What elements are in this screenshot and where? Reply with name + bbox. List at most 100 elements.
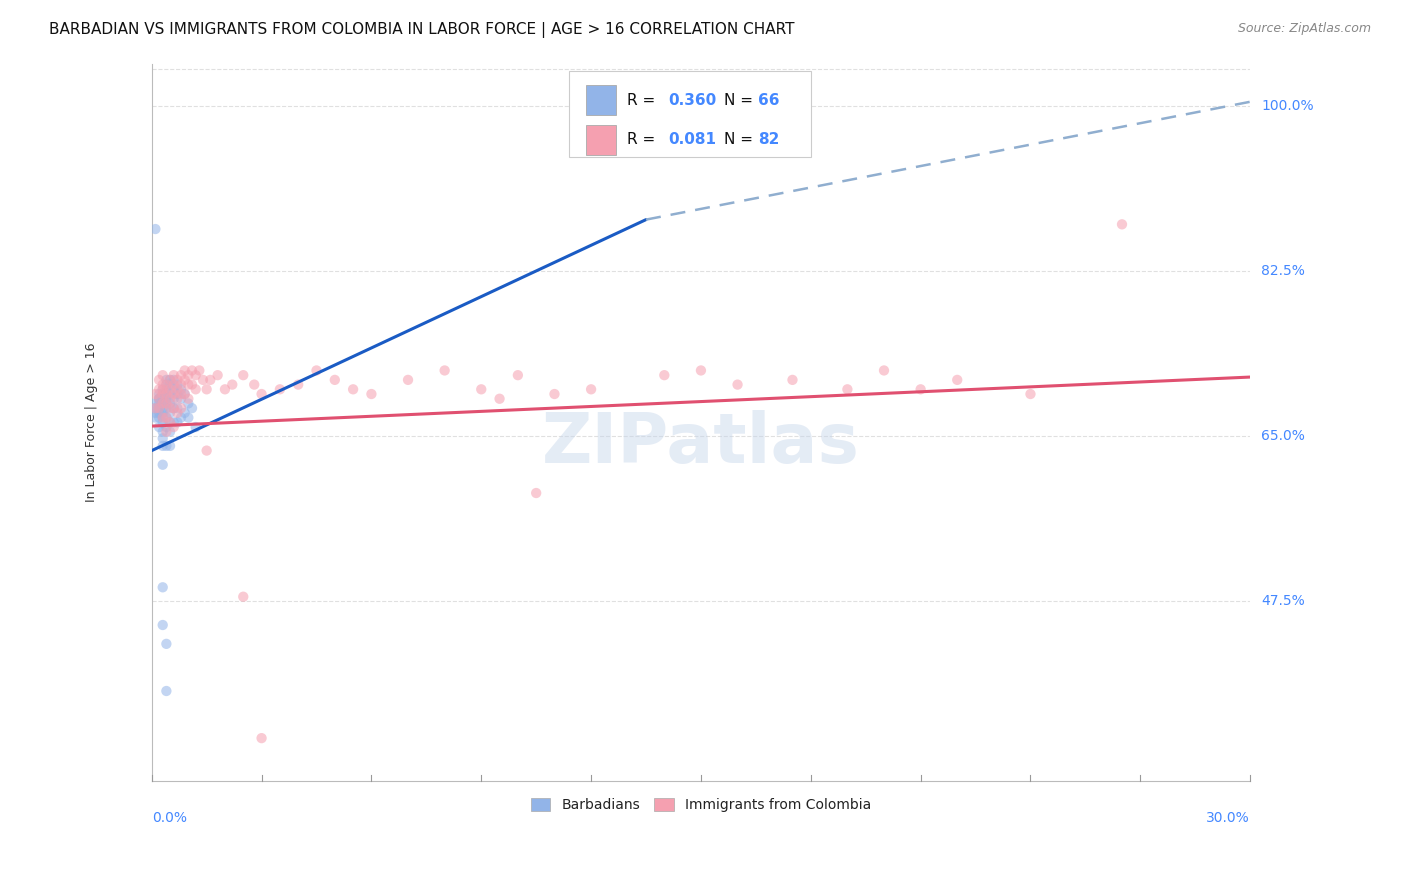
Point bbox=[155, 382, 177, 396]
Text: R =: R = bbox=[627, 132, 661, 147]
Point bbox=[173, 387, 195, 401]
Point bbox=[163, 401, 186, 416]
Point bbox=[173, 406, 195, 420]
Point bbox=[145, 401, 167, 416]
Point bbox=[232, 368, 254, 383]
Point bbox=[155, 387, 177, 401]
Point bbox=[184, 382, 207, 396]
Point bbox=[207, 368, 229, 383]
Point bbox=[152, 618, 174, 632]
Text: 0.081: 0.081 bbox=[668, 132, 716, 147]
Point bbox=[433, 363, 456, 377]
Point bbox=[166, 392, 188, 406]
Point bbox=[243, 377, 266, 392]
Point bbox=[145, 406, 167, 420]
Point bbox=[152, 415, 174, 429]
Point bbox=[155, 396, 177, 410]
Point bbox=[152, 387, 174, 401]
Point bbox=[152, 406, 174, 420]
Point bbox=[148, 387, 170, 401]
Point bbox=[232, 590, 254, 604]
Point bbox=[166, 401, 188, 416]
Point bbox=[148, 410, 170, 425]
Point bbox=[159, 439, 181, 453]
Point bbox=[177, 396, 200, 410]
Point bbox=[159, 425, 181, 439]
Point bbox=[163, 401, 186, 416]
Point bbox=[782, 373, 804, 387]
Point bbox=[543, 387, 565, 401]
Point bbox=[145, 401, 167, 416]
Point bbox=[163, 392, 186, 406]
Text: R =: R = bbox=[627, 93, 661, 108]
Text: BARBADIAN VS IMMIGRANTS FROM COLOMBIA IN LABOR FORCE | AGE > 16 CORRELATION CHAR: BARBADIAN VS IMMIGRANTS FROM COLOMBIA IN… bbox=[49, 22, 794, 38]
Point bbox=[159, 373, 181, 387]
Point bbox=[170, 387, 193, 401]
Legend: Barbadians, Immigrants from Colombia: Barbadians, Immigrants from Colombia bbox=[527, 794, 875, 816]
Point bbox=[184, 420, 207, 434]
Text: In Labor Force | Age > 16: In Labor Force | Age > 16 bbox=[84, 343, 98, 502]
Point bbox=[155, 425, 177, 439]
Point bbox=[652, 368, 675, 383]
Point bbox=[148, 392, 170, 406]
Point bbox=[200, 373, 222, 387]
Point bbox=[155, 392, 177, 406]
Point bbox=[155, 396, 177, 410]
Point bbox=[159, 406, 181, 420]
Text: Source: ZipAtlas.com: Source: ZipAtlas.com bbox=[1237, 22, 1371, 36]
Point bbox=[163, 377, 186, 392]
Point bbox=[148, 382, 170, 396]
Text: ZIPatlas: ZIPatlas bbox=[541, 410, 860, 477]
Point bbox=[250, 731, 273, 746]
Point bbox=[634, 109, 657, 123]
Point bbox=[191, 373, 214, 387]
Point bbox=[727, 377, 749, 392]
Point bbox=[155, 387, 177, 401]
Point bbox=[166, 377, 188, 392]
Point bbox=[152, 368, 174, 383]
Point bbox=[155, 410, 177, 425]
Point bbox=[163, 368, 186, 383]
Point bbox=[159, 382, 181, 396]
Text: 47.5%: 47.5% bbox=[1261, 594, 1305, 608]
Point bbox=[170, 382, 193, 396]
Point bbox=[184, 368, 207, 383]
Point bbox=[873, 363, 896, 377]
Text: 66: 66 bbox=[758, 93, 779, 108]
Point bbox=[837, 382, 859, 396]
Point bbox=[152, 382, 174, 396]
Point bbox=[159, 392, 181, 406]
Point bbox=[177, 377, 200, 392]
Point bbox=[1111, 217, 1133, 231]
Point bbox=[152, 410, 174, 425]
Point bbox=[690, 363, 713, 377]
Text: 82.5%: 82.5% bbox=[1261, 264, 1305, 278]
FancyBboxPatch shape bbox=[569, 71, 811, 157]
Point bbox=[152, 401, 174, 416]
Bar bbox=[586, 86, 616, 115]
Point bbox=[152, 439, 174, 453]
Point bbox=[155, 373, 177, 387]
Point bbox=[159, 373, 181, 387]
Point bbox=[173, 387, 195, 401]
Point bbox=[946, 373, 969, 387]
Text: 30.0%: 30.0% bbox=[1206, 811, 1250, 825]
Point bbox=[152, 377, 174, 392]
Text: 82: 82 bbox=[758, 132, 779, 147]
Point bbox=[152, 396, 174, 410]
Point bbox=[166, 415, 188, 429]
Point bbox=[1019, 387, 1042, 401]
Point bbox=[287, 377, 309, 392]
Point bbox=[155, 401, 177, 416]
Text: N =: N = bbox=[724, 93, 758, 108]
Point bbox=[159, 387, 181, 401]
Point bbox=[524, 486, 547, 500]
Point bbox=[163, 382, 186, 396]
Point bbox=[148, 401, 170, 416]
Point bbox=[148, 401, 170, 416]
Point bbox=[148, 373, 170, 387]
Point bbox=[170, 410, 193, 425]
Point bbox=[177, 368, 200, 383]
Point bbox=[155, 377, 177, 392]
Point bbox=[148, 420, 170, 434]
